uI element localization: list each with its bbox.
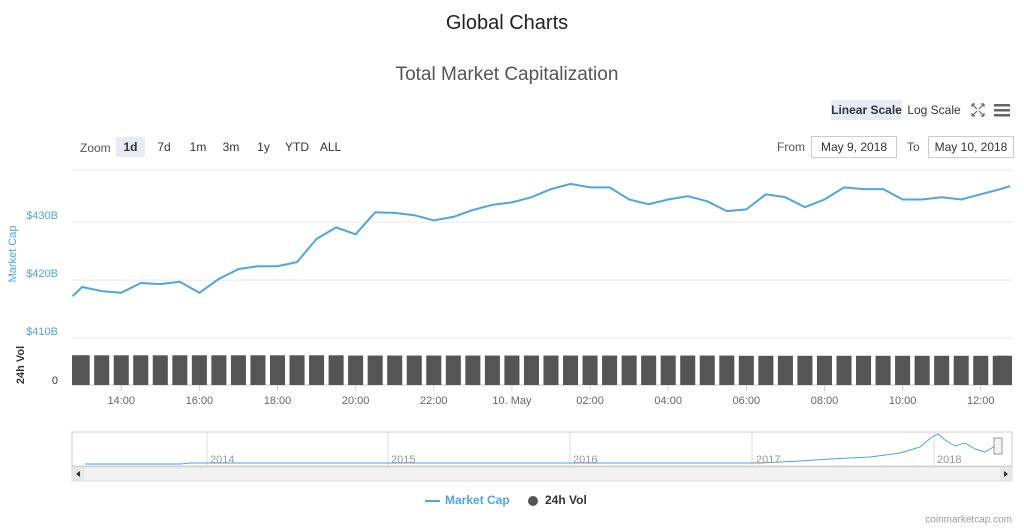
volume-bar [836, 355, 852, 385]
volume-bar [914, 355, 930, 385]
volume-bar [269, 355, 286, 385]
x-tick-label: 14:00 [107, 395, 135, 407]
volume-bar [172, 355, 188, 385]
volume-bar [641, 355, 657, 385]
volume-bar [797, 355, 813, 385]
zoom-button[interactable]: YTD [285, 140, 309, 154]
y-tick-label: $420B [26, 268, 58, 280]
volume-bar [582, 355, 598, 385]
legend[interactable]: Market Cap 24h Vol [425, 493, 587, 507]
from-label: From [777, 140, 805, 154]
volume-bar [387, 355, 403, 385]
chart-title: Total Market Capitalization [395, 64, 619, 85]
x-tick-label: 02:00 [576, 395, 604, 407]
volume-bar [484, 355, 500, 385]
volume-bar [74, 355, 90, 385]
volume-bar [660, 355, 676, 385]
x-tick-label: 10. May [492, 395, 532, 407]
y2-axis-title: 24h Vol [15, 346, 27, 384]
volume-bar [523, 355, 539, 385]
zoom-label: Zoom [80, 141, 111, 155]
zoom-button[interactable]: 1m [189, 140, 207, 154]
toolbar-icons[interactable] [970, 102, 1014, 118]
volume-bar [621, 355, 637, 385]
scale-button[interactable]: Log Scale [907, 103, 961, 117]
market-cap-line [71, 182, 1011, 298]
y-axis-title: Market Cap [7, 226, 19, 283]
volume-bar [94, 355, 110, 385]
navigator-year: 2017 [756, 454, 780, 466]
x-tick-label: 04:00 [654, 395, 682, 407]
from-input[interactable]: May 9, 2018 [811, 136, 897, 158]
volume-bar [543, 355, 559, 385]
volume-bar [996, 355, 1012, 385]
volume-bar [445, 355, 461, 385]
volume-bar [211, 355, 227, 385]
x-tick-label: 20:00 [342, 395, 370, 407]
volume-bar [289, 355, 305, 385]
volume-bar [680, 355, 696, 385]
volume-bar [504, 355, 520, 385]
volume-bar [699, 355, 715, 385]
zoom-button[interactable]: 1d [116, 137, 145, 157]
legend-label[interactable]: Market Cap [445, 493, 510, 507]
volume-bar [426, 355, 442, 385]
volume-bar [738, 355, 754, 385]
navigator-year: 2018 [937, 454, 961, 466]
volume-bar [250, 355, 266, 385]
volume-bar [348, 355, 364, 385]
volume-bar [309, 355, 325, 385]
volume-bar [328, 355, 344, 385]
volume-bar [133, 355, 149, 385]
volume-bar [816, 355, 832, 385]
navigator-year: 2015 [391, 454, 415, 466]
volume-bar [152, 355, 168, 385]
volume-bar [465, 355, 481, 385]
zoom-button[interactable]: 7d [157, 140, 171, 154]
volume-bar [777, 355, 793, 385]
page-title: Global Charts [445, 12, 569, 34]
volume-bar [953, 355, 969, 385]
x-tick-label: 08:00 [811, 395, 839, 407]
volume-bar [230, 355, 246, 385]
x-tick-label: 16:00 [186, 395, 214, 407]
volume-bar [875, 355, 891, 385]
scale-button[interactable]: Linear Scale [831, 100, 902, 120]
x-tick-label: 06:00 [733, 395, 761, 407]
to-label: To [907, 140, 920, 154]
legend-marker [528, 496, 538, 506]
volume-bar [895, 355, 911, 385]
x-tick-label: 22:00 [420, 395, 448, 407]
navigator-year: 2014 [210, 454, 234, 466]
credit: coinmarketcap.com [925, 515, 1012, 526]
volume-bar [406, 355, 422, 385]
volume-bar [758, 355, 774, 385]
x-tick-label: 18:00 [264, 395, 292, 407]
legend-label[interactable]: 24h Vol [545, 493, 587, 507]
navigator-year: 2016 [573, 454, 597, 466]
zoom-button[interactable]: 3m [222, 140, 240, 154]
x-tick-label: 12:00 [967, 395, 995, 407]
volume-bar [191, 355, 207, 385]
y-tick-label: $410B [26, 326, 58, 338]
volume-bar [367, 355, 383, 385]
navigator [71, 431, 1013, 482]
zoom-button[interactable]: ALL [319, 140, 342, 154]
y2-tick-label: 0 [52, 375, 58, 387]
y-tick-label: $430B [26, 210, 58, 222]
to-input[interactable]: May 10, 2018 [928, 136, 1014, 158]
volume-bar [719, 355, 735, 385]
volume-bar [856, 355, 872, 385]
zoom-button[interactable]: 1y [257, 140, 270, 154]
volume-bar [113, 355, 129, 385]
volume-bar [934, 355, 950, 385]
x-tick-label: 10:00 [889, 395, 917, 407]
volume-bar [973, 355, 989, 385]
volume-bar [602, 355, 618, 385]
navigator-labels: 2014 2015 2016 2017 2018 [210, 454, 961, 466]
volume-bar [563, 355, 579, 385]
